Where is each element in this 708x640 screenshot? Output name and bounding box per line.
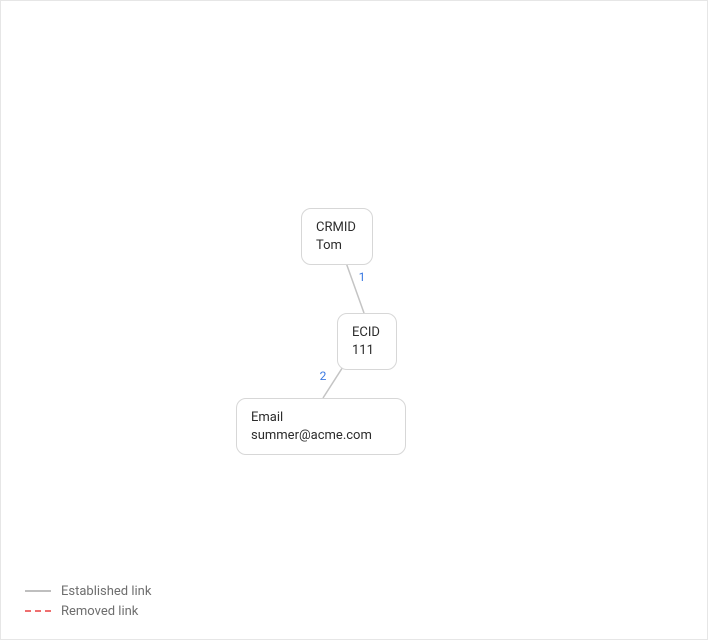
node-email-type: Email [251,409,391,427]
diagram-frame: 1 2 CRMID Tom ECID 111 Email summer@acme… [0,0,708,640]
node-ecid: ECID 111 [337,313,397,370]
legend-row-established: Established link [25,581,151,601]
node-crmid-type: CRMID [316,219,358,237]
diagram-canvas: 1 2 CRMID Tom ECID 111 Email summer@acme… [1,1,707,639]
edge-e1 [344,257,364,313]
legend-swatch-removed [25,610,51,612]
node-ecid-type: ECID [352,324,382,342]
node-crmid: CRMID Tom [301,208,373,265]
legend-label-established: Established link [61,584,151,599]
legend: Established link Removed link [25,581,151,621]
legend-label-removed: Removed link [61,604,138,619]
edge-1-label: 1 [359,270,366,284]
node-crmid-value: Tom [316,237,358,255]
node-email-value: summer@acme.com [251,427,391,445]
node-email: Email summer@acme.com [236,398,406,455]
node-ecid-value: 111 [352,342,382,360]
edge-2-label: 2 [320,369,327,383]
legend-swatch-established [25,590,51,592]
legend-row-removed: Removed link [25,601,151,621]
